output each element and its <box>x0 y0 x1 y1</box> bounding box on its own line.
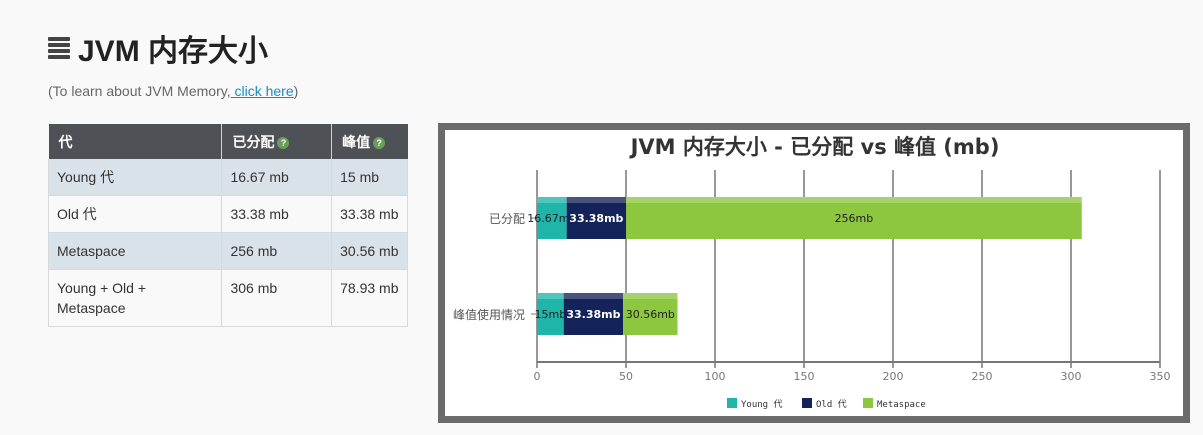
table-row: Young + Old + Metaspace 306 mb 78.93 mb <box>47 269 408 327</box>
page-title: JVM 内存大小 <box>48 26 268 70</box>
memory-chart-frame: JVM 内存大小 - 已分配 vs 峰值 (mb) 0 50 100 150 200 250… <box>438 123 1190 423</box>
bar-segment[interactable] <box>537 293 564 335</box>
cell-allocated: 16.67 mb <box>221 159 333 196</box>
list-icon <box>48 37 70 59</box>
legend-swatch <box>727 398 737 408</box>
data-label: 15mb <box>534 308 566 321</box>
legend-swatch <box>863 398 873 408</box>
x-tick-label: 250 <box>972 370 993 383</box>
memory-chart-svg: JVM 内存大小 - 已分配 vs 峰值 (mb) 0 50 100 150 200 250… <box>453 135 1171 410</box>
cell-generation: Metaspace <box>47 232 223 270</box>
memory-table: 代 已分配? 峰值? Young 代 16.67 mb 15 mb Old 代 … <box>47 124 408 327</box>
bar-highlight <box>626 197 1082 203</box>
cell-generation: Young 代 <box>47 159 223 196</box>
x-tick-label: 100 <box>705 370 726 383</box>
legend-label: Metaspace <box>877 400 926 410</box>
table-header-row: 代 已分配? 峰值? <box>48 124 408 159</box>
category-label: 峰值使用情况 <box>453 307 525 322</box>
cell-allocated: 33.38 mb <box>221 195 333 233</box>
col-header-peak: 峰值? <box>331 124 408 159</box>
x-tick-label: 50 <box>619 370 633 383</box>
table-row: Metaspace 256 mb 30.56 mb <box>47 232 408 270</box>
cell-allocated: 256 mb <box>221 232 333 270</box>
bar-highlight <box>566 197 627 203</box>
cell-peak: 15 mb <box>331 159 408 196</box>
legend-swatch <box>802 398 812 408</box>
x-tick-label: 300 <box>1061 370 1082 383</box>
table-row: Old 代 33.38 mb 33.38 mb <box>47 195 408 233</box>
bar-highlight <box>537 197 567 203</box>
bar-segment[interactable] <box>537 197 567 239</box>
learn-more-link[interactable]: click here <box>230 83 294 99</box>
legend-label: Young 代 <box>741 399 783 410</box>
data-label: 33.38mb <box>566 308 620 321</box>
hint-suffix: ) <box>293 83 299 99</box>
legend-label: Old 代 <box>816 399 847 410</box>
memory-chart: JVM 内存大小 - 已分配 vs 峰值 (mb) 0 50 100 150 200 250… <box>445 130 1183 416</box>
cell-generation: Old 代 <box>47 195 223 233</box>
page-title-text: JVM 内存大小 <box>78 35 269 68</box>
hint-prefix: (To learn about JVM Memory, <box>48 83 231 99</box>
table-row: Young 代 16.67 mb 15 mb <box>47 159 408 196</box>
bar-highlight <box>623 293 678 299</box>
help-icon[interactable]: ? <box>277 136 290 149</box>
help-icon[interactable]: ? <box>373 136 386 149</box>
bar-highlight <box>563 293 624 299</box>
cell-peak: 78.93 mb <box>331 269 408 327</box>
cell-peak: 30.56 mb <box>331 232 408 270</box>
bar-segment[interactable] <box>623 293 678 335</box>
bar-segment[interactable] <box>626 197 1082 239</box>
data-label: 30.56mb <box>626 308 675 321</box>
memory-hint: (To learn about JVM Memory, click here) <box>48 83 298 99</box>
col-header-generation: 代 <box>48 124 223 159</box>
cell-generation: Young + Old + Metaspace <box>47 269 223 327</box>
x-tick-label: 0 <box>534 370 541 383</box>
bar-highlight <box>537 293 564 299</box>
data-label: 256mb <box>835 212 874 225</box>
cell-allocated: 306 mb <box>221 269 333 327</box>
col-header-allocated: 已分配? <box>221 124 333 159</box>
data-label: 16.67mb <box>527 212 576 225</box>
bar-segment[interactable] <box>563 293 624 335</box>
chart-title: JVM 内存大小 - 已分配 vs 峰值 (mb) <box>629 135 1000 159</box>
x-tick-label: 150 <box>794 370 815 383</box>
x-tick-label: 200 <box>883 370 904 383</box>
x-tick-label: 350 <box>1150 370 1171 383</box>
cell-peak: 33.38 mb <box>331 195 408 233</box>
category-label: 已分配 <box>489 212 525 226</box>
data-label: 33.38mb <box>569 212 623 225</box>
bar-segment[interactable] <box>566 197 627 239</box>
